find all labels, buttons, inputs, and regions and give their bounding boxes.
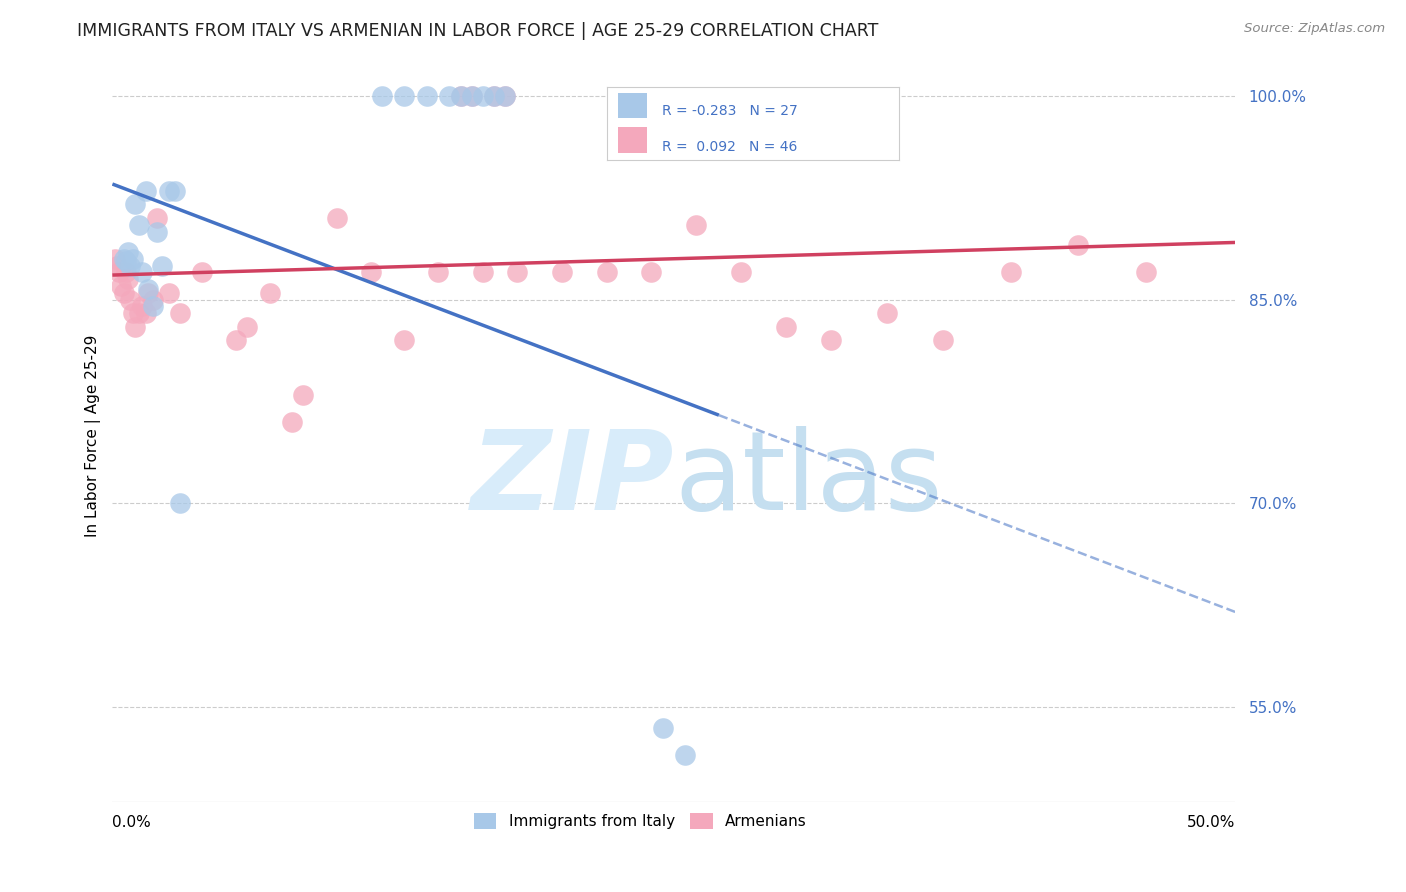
Point — [450, 88, 472, 103]
Point — [236, 319, 259, 334]
Point — [427, 265, 450, 279]
Point — [157, 285, 180, 300]
Point — [461, 88, 484, 103]
Point — [138, 285, 160, 300]
Point — [124, 319, 146, 334]
Point — [157, 184, 180, 198]
Point — [394, 88, 416, 103]
Point — [142, 299, 165, 313]
Point — [1000, 265, 1022, 279]
Point — [932, 333, 955, 347]
Point — [128, 306, 150, 320]
Point — [505, 265, 527, 279]
Point — [142, 293, 165, 307]
Point — [124, 197, 146, 211]
Point — [775, 319, 797, 334]
Text: Source: ZipAtlas.com: Source: ZipAtlas.com — [1244, 22, 1385, 36]
Point — [128, 218, 150, 232]
Point — [673, 747, 696, 762]
Point — [135, 184, 157, 198]
Point — [416, 88, 439, 103]
Point — [484, 88, 506, 103]
Point — [292, 387, 315, 401]
Point — [110, 279, 132, 293]
Point — [360, 265, 382, 279]
Point — [495, 88, 517, 103]
Point — [121, 306, 143, 320]
Point — [104, 252, 127, 266]
Point — [117, 272, 139, 286]
Point — [112, 285, 135, 300]
Point — [146, 225, 169, 239]
Point — [165, 184, 187, 198]
Point — [135, 306, 157, 320]
Point — [146, 211, 169, 225]
Point — [191, 265, 214, 279]
Point — [112, 252, 135, 266]
Point — [138, 282, 160, 296]
Point — [131, 265, 153, 279]
Point — [120, 293, 142, 307]
Point — [685, 218, 707, 232]
Point — [121, 252, 143, 266]
Point — [820, 333, 842, 347]
Point — [150, 259, 173, 273]
Point — [371, 88, 394, 103]
Legend: Immigrants from Italy, Armenians: Immigrants from Italy, Armenians — [467, 806, 813, 835]
Point — [120, 259, 142, 273]
Point — [108, 265, 131, 279]
Text: 50.0%: 50.0% — [1187, 815, 1236, 830]
Point — [1135, 265, 1157, 279]
Point — [115, 265, 138, 279]
Point — [105, 259, 128, 273]
Text: ZIP: ZIP — [471, 425, 673, 533]
Point — [484, 88, 506, 103]
Point — [131, 299, 153, 313]
Point — [472, 88, 495, 103]
Point — [640, 265, 662, 279]
Point — [117, 244, 139, 259]
Text: atlas: atlas — [673, 425, 942, 533]
Point — [281, 415, 304, 429]
Point — [730, 265, 752, 279]
Point — [461, 88, 484, 103]
Point — [495, 88, 517, 103]
Text: IMMIGRANTS FROM ITALY VS ARMENIAN IN LABOR FORCE | AGE 25-29 CORRELATION CHART: IMMIGRANTS FROM ITALY VS ARMENIAN IN LAB… — [77, 22, 879, 40]
Y-axis label: In Labor Force | Age 25-29: In Labor Force | Age 25-29 — [86, 334, 101, 537]
Point — [394, 333, 416, 347]
Point — [326, 211, 349, 225]
Point — [1067, 238, 1090, 252]
Point — [225, 333, 247, 347]
Point — [259, 285, 281, 300]
Point — [651, 721, 673, 735]
Point — [169, 496, 191, 510]
Point — [439, 88, 461, 103]
Point — [595, 265, 617, 279]
Point — [550, 265, 572, 279]
Text: 0.0%: 0.0% — [112, 815, 152, 830]
Point — [876, 306, 898, 320]
Point — [115, 254, 138, 268]
Point — [472, 265, 495, 279]
Point — [169, 306, 191, 320]
Point — [450, 88, 472, 103]
